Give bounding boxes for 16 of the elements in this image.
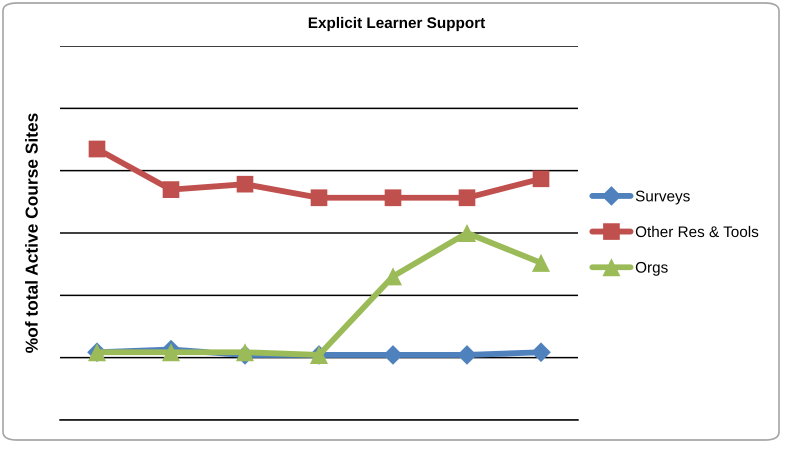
point <box>162 181 180 198</box>
legend-label: Surveys <box>636 190 690 204</box>
point <box>458 224 476 242</box>
point <box>236 176 254 193</box>
point <box>532 170 550 188</box>
chart-title: Explicit Learner Support <box>308 16 486 32</box>
point <box>458 189 476 206</box>
legend-label: Orgs <box>636 262 668 276</box>
point <box>532 254 550 272</box>
point <box>310 189 328 206</box>
point <box>162 343 180 362</box>
point <box>88 140 106 158</box>
y-axis-title: %of total Active Course Sites <box>25 113 38 353</box>
point <box>236 343 254 362</box>
point <box>384 189 402 206</box>
legend-label: Other Res & Tools <box>636 226 758 238</box>
